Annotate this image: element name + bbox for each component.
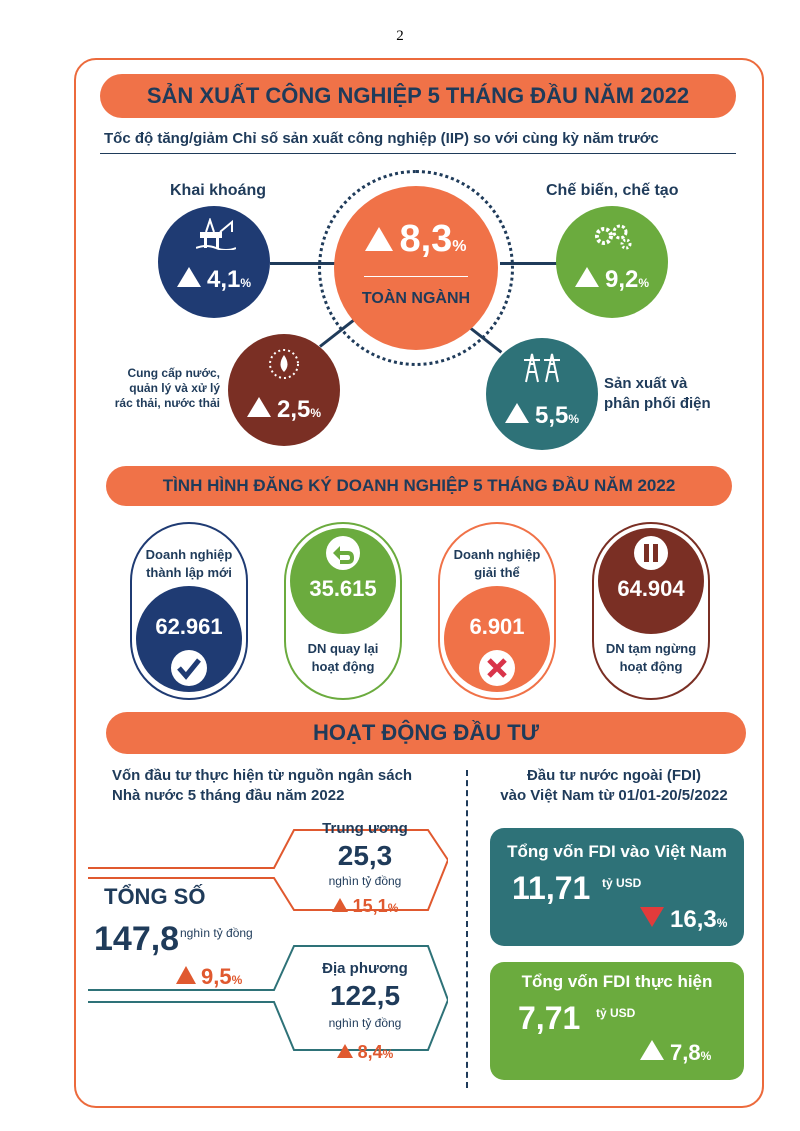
electricity-label: Sản xuất và phân phối điện (604, 375, 711, 412)
total-industry-label: TOÀN NGÀNH (361, 290, 471, 307)
fdi-disbursed-unit: tỷ USD (596, 1006, 636, 1020)
section2-title: TÌNH HÌNH ĐĂNG KÝ DOANH NGHIỆP 5 THÁNG Đ… (106, 466, 732, 506)
new-enterprises-label: Doanh nghiệp thành lập mới (145, 547, 233, 580)
return-arrow-icon (326, 536, 360, 570)
returned-enterprises-value: 35.615 (309, 576, 377, 601)
new-enterprises-card (130, 522, 248, 700)
total-value: 147,8 (94, 920, 180, 958)
water-circle: 2,5% (228, 334, 340, 446)
budget-heading: Vốn đầu tư thực hiện từ nguồn ngân sách … (112, 767, 413, 804)
water-value: 2,5% (228, 396, 340, 424)
gears-icon (595, 224, 632, 250)
local-label: Địa phương (322, 960, 408, 977)
fdi-registered-box: Tổng vốn FDI vào Việt Nam 11,71 tỷ USD 1… (490, 828, 744, 946)
central-label: Trung ương (322, 820, 408, 837)
manufacturing-value: 9,2% (556, 266, 668, 294)
page-number: 2 (396, 28, 404, 44)
up-triangle-icon (336, 1044, 353, 1058)
down-triangle-icon (640, 907, 664, 927)
cross-icon (479, 650, 515, 686)
connector-manufacturing (500, 262, 560, 265)
up-triangle-icon (640, 1040, 664, 1060)
fdi-disbursed-value: 7,71 (518, 1000, 581, 1036)
total-unit: nghìn tỷ đồng (180, 926, 253, 940)
electricity-circle: 5,5% (486, 338, 598, 450)
returned-enterprises-label: DN quay lại hoạt động (307, 641, 379, 674)
mining-label: Khai khoáng (170, 182, 267, 199)
central-value: 25,3 (337, 840, 393, 871)
manufacturing-label: Chế biến, chế tạo (546, 182, 679, 199)
section1-subtitle: Tốc độ tăng/giảm Chỉ số sản xuất công ng… (104, 130, 659, 147)
manufacturing-circle: 9,2% (556, 206, 668, 318)
electricity-value: 5,5% (486, 402, 598, 430)
center-divider (364, 276, 468, 277)
fdi-disbursed-title: Tổng vốn FDI thực hiện (521, 972, 713, 991)
pause-icon (634, 536, 668, 570)
fdi-disbursed-box: Tổng vốn FDI thực hiện 7,71 tỷ USD 7,8% (490, 962, 744, 1080)
page-frame (74, 58, 764, 1108)
dissolved-enterprises-circle: 6.901 (444, 586, 550, 692)
fdi-registered-title: Tổng vốn FDI vào Việt Nam (507, 842, 727, 861)
subtitle-underline (100, 153, 736, 154)
local-unit: nghìn tỷ đồng (328, 1016, 402, 1030)
section3-divider (466, 770, 468, 1088)
suspended-enterprises-label: DN tạm ngừng hoạt động (605, 641, 697, 674)
suspended-enterprises-circle: 64.904 (598, 528, 704, 634)
dissolved-enterprises-value: 6.901 (469, 614, 525, 639)
water-drop-icon (269, 349, 299, 379)
dissolved-enterprises-card (438, 522, 556, 700)
up-triangle-icon (176, 966, 196, 984)
up-triangle-icon (574, 267, 599, 287)
up-triangle-icon (176, 267, 201, 287)
local-value: 122,5 (329, 980, 401, 1011)
section3-title: HOẠT ĐỘNG ĐẦU TƯ (106, 712, 746, 754)
central-growth: 15,1% (300, 896, 430, 917)
fdi-disbursed-change: 7,8% (640, 1040, 711, 1066)
dissolved-enterprises-label: Doanh nghiệp giải thể (453, 547, 541, 580)
up-triangle-icon (365, 227, 394, 251)
fdi-registered-unit: tỷ USD (602, 876, 642, 890)
up-triangle-icon (504, 403, 529, 423)
total-industry-value: 8,3% (334, 218, 498, 261)
returned-enterprises-card (284, 522, 402, 700)
new-enterprises-circle: 62.961 (136, 586, 242, 692)
returned-enterprises-circle: 35.615 (290, 528, 396, 634)
total-industry-circle: 8,3% TOÀN NGÀNH (334, 186, 498, 350)
suspended-enterprises-card (592, 522, 710, 700)
up-triangle-icon (331, 898, 348, 912)
total-label: TỔNG SỐ (104, 884, 206, 909)
connector-mining (270, 262, 340, 265)
mining-circle: 4,1% (158, 206, 270, 318)
power-tower-icon (524, 353, 560, 383)
fdi-registered-value: 11,71 (512, 870, 591, 906)
suspended-enterprises-value: 64.904 (617, 576, 685, 601)
budget-hexagons (88, 829, 448, 1051)
water-label: Cung cấp nước, quản lý và xử lý rác thải… (114, 366, 220, 410)
center-dotted-ring (318, 170, 514, 366)
new-enterprises-value: 62.961 (155, 614, 223, 639)
fdi-registered-change: 16,3% (640, 906, 727, 934)
central-unit: nghìn tỷ đồng (328, 874, 402, 888)
up-triangle-icon (246, 397, 271, 417)
fdi-heading: Đầu tư nước ngoài (FDI) vào Việt Nam từ … (500, 767, 728, 804)
check-icon (171, 650, 207, 686)
section1-title: SẢN XUẤT CÔNG NGHIỆP 5 THÁNG ĐẦU NĂM 202… (100, 74, 736, 118)
oil-rig-icon (196, 218, 236, 250)
local-growth: 8,4% (300, 1042, 430, 1063)
total-growth: 9,5% (176, 964, 242, 990)
mining-value: 4,1% (158, 266, 270, 294)
